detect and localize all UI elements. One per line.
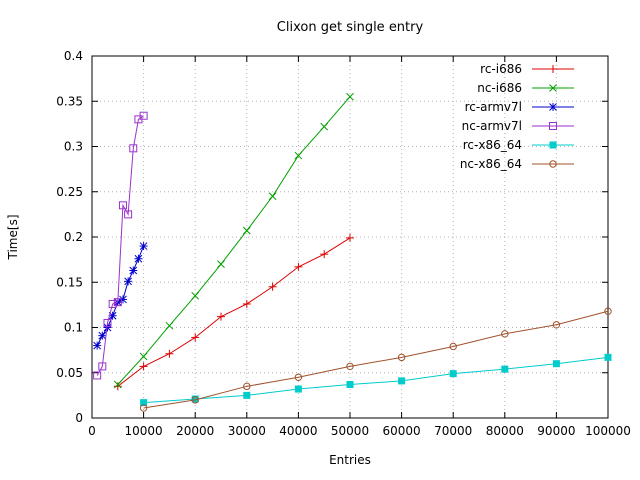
tick-label: 20000 bbox=[176, 424, 214, 438]
tick-label: 0.2 bbox=[64, 230, 83, 244]
series-line bbox=[117, 96, 351, 385]
tick-label: nc-i686 bbox=[477, 81, 522, 95]
tick-label: 80000 bbox=[486, 424, 524, 438]
series-nc-i686 bbox=[113, 92, 354, 389]
legend-item-rc-i686: rc-i686 bbox=[480, 62, 574, 76]
legend-item-nc-armv7l: nc-armv7l bbox=[462, 119, 574, 133]
tick-label: 90000 bbox=[537, 424, 575, 438]
series-nc-armv7l bbox=[93, 111, 148, 380]
legend-item-nc-i686: nc-i686 bbox=[477, 81, 574, 95]
tick-label: 0.4 bbox=[64, 49, 83, 63]
tick-label: 40000 bbox=[279, 424, 317, 438]
tick-label: 0.3 bbox=[64, 140, 83, 154]
tick-label: 100000 bbox=[585, 424, 631, 438]
legend: rc-i686 nc-i686 rc-armv7l nc-armv7l rc-x86_6… bbox=[460, 62, 574, 171]
tick-label: 30000 bbox=[228, 424, 266, 438]
tick-label: 0 bbox=[75, 411, 83, 425]
series-rc-armv7l bbox=[93, 242, 148, 350]
chart-title: Clixon get single entry bbox=[277, 20, 424, 35]
tick-label: nc-x86_64 bbox=[460, 157, 522, 171]
tick-label: 0.1 bbox=[64, 321, 83, 335]
x-axis-label: Entries bbox=[329, 453, 371, 467]
series-line bbox=[143, 356, 609, 404]
series-line bbox=[117, 237, 351, 387]
tick-label: 70000 bbox=[434, 424, 472, 438]
tick-label: nc-armv7l bbox=[462, 119, 522, 133]
tick-label: rc-i686 bbox=[480, 62, 522, 76]
series-line bbox=[96, 245, 145, 346]
tick-label: 0.05 bbox=[56, 366, 83, 380]
tick-label: 10000 bbox=[125, 424, 163, 438]
series-rc-x86_64 bbox=[140, 353, 612, 407]
series-line bbox=[143, 310, 609, 409]
legend-item-nc-x86_64: nc-x86_64 bbox=[460, 157, 574, 171]
tick-label: rc-x86_64 bbox=[463, 138, 522, 152]
tick-label: 0 bbox=[88, 424, 96, 438]
legend-item-rc-x86_64: rc-x86_64 bbox=[463, 138, 574, 152]
legend-item-rc-armv7l: rc-armv7l bbox=[465, 100, 574, 114]
series-rc-i686 bbox=[113, 233, 354, 391]
series-nc-x86_64 bbox=[139, 307, 612, 412]
tick-label: 0.25 bbox=[56, 185, 83, 199]
tick-label: 0.35 bbox=[56, 94, 83, 108]
plot-area: 0 10000 20000 30000 40000 50000 60000 70000 8000… bbox=[56, 49, 631, 438]
tick-label: 50000 bbox=[331, 424, 369, 438]
series-line bbox=[96, 115, 144, 376]
y-axis-label: Time[s] bbox=[6, 215, 20, 261]
tick-label: rc-armv7l bbox=[465, 100, 522, 114]
tick-label: 60000 bbox=[383, 424, 421, 438]
tick-label: 0.15 bbox=[56, 275, 83, 289]
